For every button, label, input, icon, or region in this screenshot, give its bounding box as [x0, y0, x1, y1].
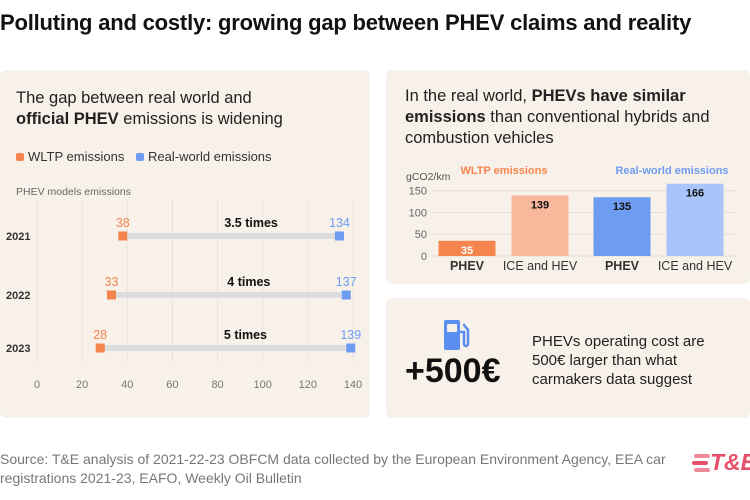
wltp-value-label: 33	[105, 275, 119, 289]
bar-chart: gCO2/km 0 50 100 150 WLTP emissions 35 PHEV 139 I…	[406, 165, 736, 273]
y-tick-label: 100	[409, 207, 427, 219]
comparison-heading-pre: In the real world,	[405, 87, 532, 105]
wltp-point	[118, 231, 128, 241]
real-value-label: 137	[336, 275, 357, 289]
x-tick-label: 60	[166, 379, 178, 391]
x-tick-label: 120	[299, 379, 317, 391]
year-label: 2022	[6, 290, 30, 302]
page-title: Polluting and costly: growing gap betwee…	[0, 10, 692, 35]
gap-connector	[122, 233, 340, 239]
wltp-point	[106, 290, 116, 300]
source-note: Source: T&E analysis of 2021-22-23 OBFCM…	[0, 451, 666, 486]
te-logo-text: T&E	[710, 449, 750, 475]
real-value-label: 139	[340, 328, 361, 342]
x-tick-label: 140	[344, 379, 362, 391]
bar	[438, 240, 496, 256]
comparison-heading-rest: than conventional hybrids and combustion…	[405, 108, 710, 147]
wltp-point	[95, 343, 105, 353]
gap-heading: The gap between real world and official …	[16, 88, 356, 130]
legend-real: Real-world emissions	[136, 149, 272, 164]
bar	[511, 195, 569, 256]
real-value-label: 134	[329, 216, 350, 230]
comparison-heading: In the real world, PHEVs have similar em…	[405, 86, 735, 149]
legend-wltp-label: WLTP emissions	[28, 149, 125, 164]
legend-wltp: WLTP emissions	[16, 149, 124, 164]
bar-value-label: 166	[686, 188, 704, 200]
real-point	[346, 343, 356, 353]
cost-panel: +500€ PHEVs operating cost are 500€ larg…	[386, 298, 750, 418]
ratio-annotation: 5 times	[224, 328, 267, 342]
wltp-value-label: 38	[116, 216, 130, 230]
te-logo-stripes	[692, 454, 710, 472]
bar-category-label: PHEV	[605, 259, 640, 273]
dumbbell-subtitle: PHEV models emissions	[16, 186, 131, 198]
bar-value-label: 135	[613, 201, 631, 213]
dumbbell-chart: 0 20 40 60 80 100 120 140 2021 38 134 3.5 times 2022…	[6, 200, 362, 391]
x-tick-label: 100	[254, 379, 272, 391]
ratio-annotation: 4 times	[227, 275, 270, 289]
real-point	[341, 290, 351, 300]
y-tick-label: 50	[415, 229, 427, 241]
bar-value-label: 139	[531, 199, 549, 211]
gap-heading-bold: official PHEV	[16, 110, 119, 128]
te-logo: T&E	[692, 449, 750, 477]
year-label: 2021	[6, 231, 30, 243]
bar-category-label: PHEV	[450, 259, 485, 273]
x-tick-label: 20	[76, 379, 88, 391]
bar-category-label: ICE and HEV	[503, 259, 578, 273]
fuel-pump-icon	[444, 320, 470, 350]
bar	[593, 197, 651, 256]
legend-wltp-swatch	[16, 152, 24, 161]
bar-group-header: Real-world emissions	[615, 165, 728, 177]
year-label: 2023	[6, 343, 30, 355]
y-tick-label: 150	[409, 186, 427, 198]
legend-real-swatch	[136, 152, 144, 161]
comparison-heading-bold2: emissions	[405, 108, 486, 126]
gap-connector	[100, 345, 351, 351]
bar-group-header: WLTP emissions	[460, 165, 547, 177]
bar-value-label: 35	[461, 245, 473, 257]
gap-heading-line1: The gap between real world and	[16, 89, 252, 107]
cost-value: +500€	[405, 352, 501, 390]
real-point	[334, 231, 344, 241]
cost-text: PHEVs operating cost are 500€ larger tha…	[532, 333, 705, 388]
ratio-annotation: 3.5 times	[224, 216, 278, 230]
wltp-value-label: 28	[93, 328, 107, 342]
y-tick-label: 0	[421, 251, 427, 263]
x-tick-label: 40	[121, 379, 133, 391]
x-tick-label: 80	[211, 379, 223, 391]
x-tick-label: 0	[34, 379, 40, 391]
gap-heading-rest: emissions is widening	[118, 110, 283, 128]
comparison-heading-bold1: PHEVs have similar	[531, 87, 686, 105]
legend-real-label: Real-world emissions	[148, 149, 272, 164]
bar-category-label: ICE and HEV	[658, 259, 733, 273]
bar	[666, 183, 724, 256]
y-axis-label: gCO2/km	[406, 171, 451, 183]
gap-connector	[111, 292, 347, 298]
